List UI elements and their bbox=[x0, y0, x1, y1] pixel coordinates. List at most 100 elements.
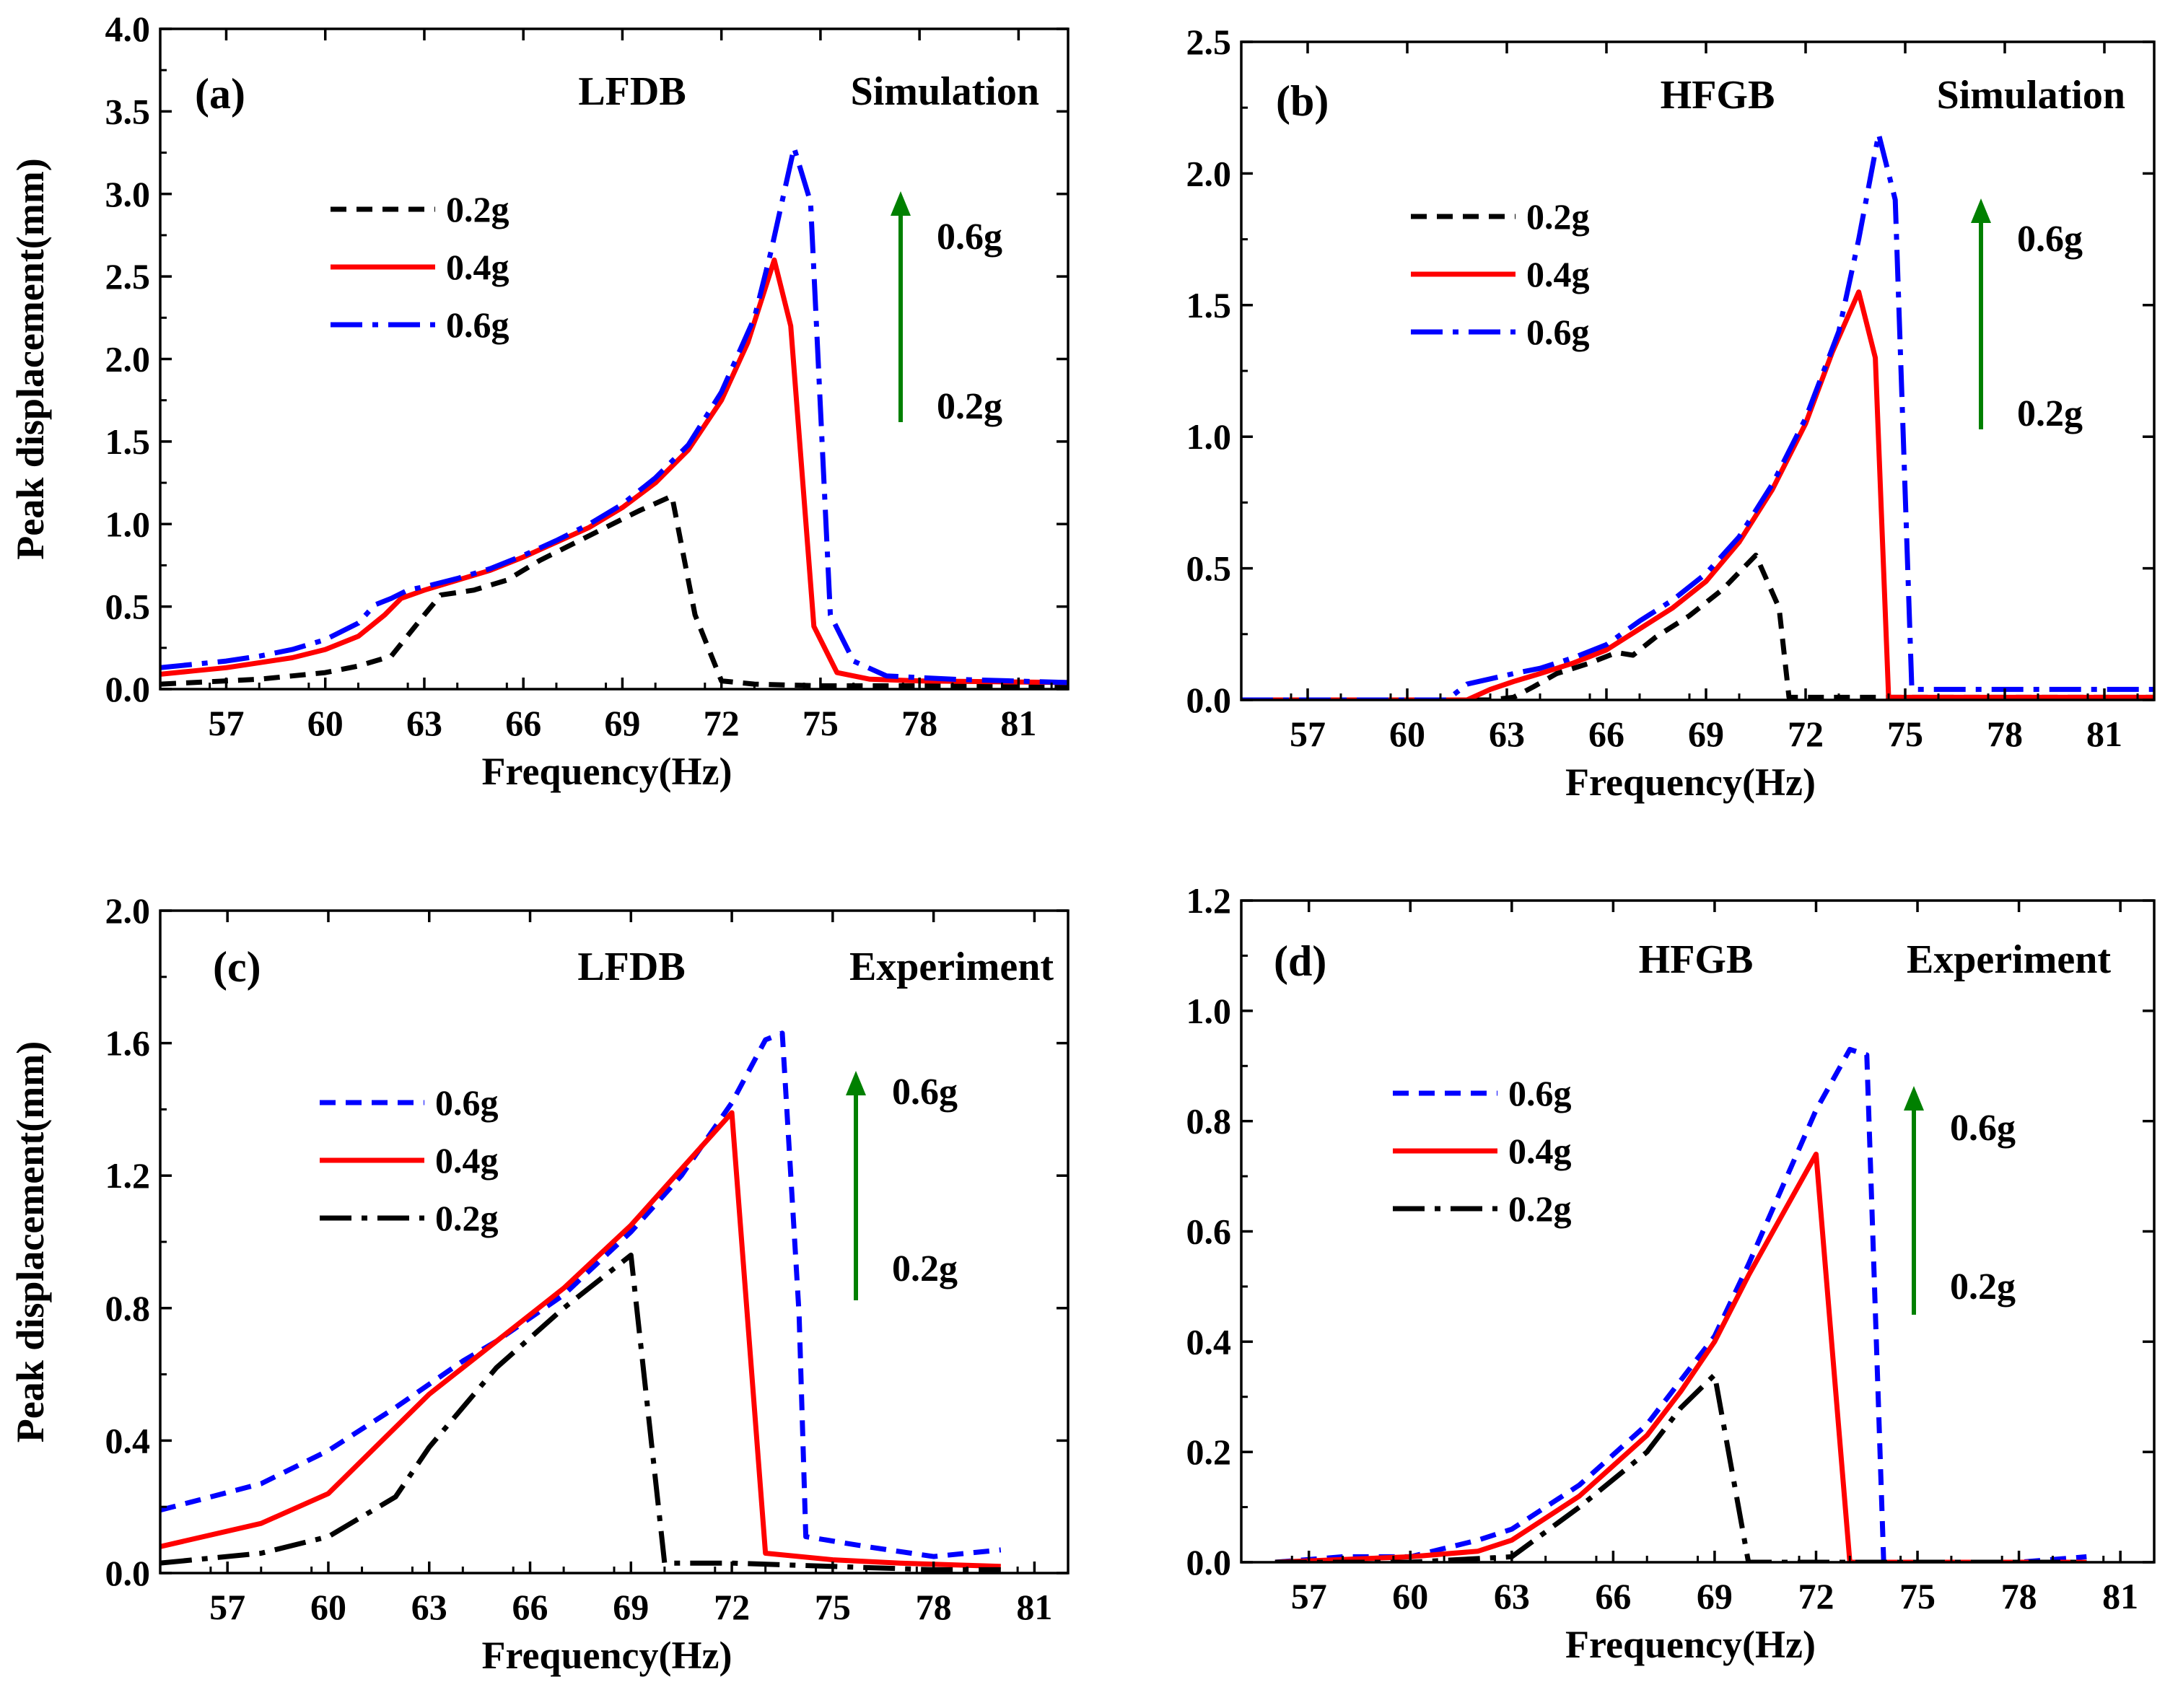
panel-tag: (b) bbox=[1276, 77, 1329, 125]
y-tick-label: 0.0 bbox=[1186, 680, 1232, 720]
y-tick-label: 2.5 bbox=[1186, 22, 1232, 62]
x-tick-label: 57 bbox=[209, 1587, 245, 1627]
y-axis-title: Peak displacement(mm) bbox=[9, 158, 52, 559]
legend-label-0.2g: 0.2g bbox=[1508, 1188, 1572, 1229]
specimen-label: HFGB bbox=[1639, 937, 1754, 982]
legend-label-0.2g: 0.2g bbox=[446, 189, 509, 229]
panel-b: 57 60 63 66 69 72 75 78 81 0.0 0.5 1.0 1.5 2.0 2.5 Freq… bbox=[1186, 22, 2156, 804]
x-tick-label: 63 bbox=[1494, 1576, 1530, 1616]
series-line-0.6g bbox=[1274, 1046, 2087, 1562]
panel-tag: (c) bbox=[213, 943, 261, 991]
legend-label-0.4g: 0.4g bbox=[435, 1140, 499, 1181]
y-tick-label: 0.5 bbox=[1186, 548, 1232, 589]
x-tick-label: 57 bbox=[208, 703, 244, 743]
plot-frame bbox=[159, 27, 1070, 691]
series-line-0.2g bbox=[1241, 552, 2154, 700]
x-tick-label: 78 bbox=[1987, 714, 2023, 754]
series-line-0.6g bbox=[160, 145, 1068, 686]
arrow-label-low: 0.2g bbox=[937, 386, 1002, 427]
x-axis-title: Frequency(Hz) bbox=[482, 750, 732, 793]
x-tick-label: 75 bbox=[1887, 714, 1923, 754]
y-tick-label: 1.0 bbox=[1186, 991, 1232, 1031]
y-tick-label: 0.8 bbox=[105, 1288, 151, 1328]
y-tick-label: 0.0 bbox=[105, 1553, 151, 1593]
legend-label-0.6g: 0.6g bbox=[446, 305, 509, 345]
x-tick-label: 57 bbox=[1290, 714, 1326, 754]
legend-label-0.6g: 0.6g bbox=[1508, 1073, 1572, 1113]
x-tick-label: 63 bbox=[406, 703, 442, 743]
y-tick-label: 0.4 bbox=[1186, 1321, 1232, 1362]
series-line-0.2g bbox=[1274, 1372, 2087, 1562]
series-line-0.6g bbox=[160, 1030, 1002, 1559]
x-tick-label: 72 bbox=[1798, 1576, 1834, 1616]
arrow-label-high: 0.6g bbox=[1950, 1108, 2016, 1149]
x-tick-label: 72 bbox=[704, 703, 740, 743]
arrow-label-high: 0.6g bbox=[937, 216, 1002, 258]
x-tick-label: 69 bbox=[1688, 714, 1724, 754]
panel-c: 57 60 63 66 69 72 75 78 81 0.0 0.4 0.8 1.2 1.6 2.0 Freq… bbox=[9, 890, 1070, 1677]
arrow-label-low: 0.2g bbox=[1950, 1266, 2016, 1308]
y-tick-label: 3.0 bbox=[105, 174, 151, 214]
x-tick-label: 81 bbox=[1016, 1587, 1052, 1627]
y-tick-label: 2.0 bbox=[105, 890, 151, 931]
panel-a: 57 60 63 66 69 72 75 78 81 0.0 0.5 1.0 1.5 2.0 2.5 3.0 3… bbox=[9, 9, 1070, 793]
legend-label-0.2g: 0.2g bbox=[435, 1198, 499, 1238]
x-tick-label: 69 bbox=[604, 703, 640, 743]
x-tick-label: 78 bbox=[916, 1587, 952, 1627]
y-tick-label: 0.4 bbox=[105, 1420, 151, 1460]
mode-label: Simulation bbox=[1937, 73, 2125, 118]
mode-label: Experiment bbox=[849, 945, 1054, 989]
x-tick-label: 57 bbox=[1291, 1576, 1327, 1616]
legend-label-0.6g: 0.6g bbox=[435, 1082, 499, 1123]
x-tick-label: 75 bbox=[1899, 1576, 1936, 1616]
arrow-label-low: 0.2g bbox=[2017, 393, 2083, 434]
y-tick-label: 1.5 bbox=[105, 421, 151, 462]
x-tick-label: 60 bbox=[307, 703, 344, 743]
x-tick-label: 66 bbox=[1595, 1576, 1631, 1616]
y-axis-title: Peak displacement(mm) bbox=[9, 1041, 52, 1442]
mode-label: Experiment bbox=[1907, 937, 2111, 982]
x-tick-label: 78 bbox=[901, 703, 937, 743]
x-tick-label: 63 bbox=[411, 1587, 447, 1627]
series-line-0.2g bbox=[160, 493, 1068, 688]
y-tick-label: 0.0 bbox=[105, 669, 151, 709]
panel-d: 57 60 63 66 69 72 75 78 81 0.0 0.2 0.4 0.6 0.8 1.0 1.2 F… bbox=[1186, 880, 2156, 1666]
series-line-0.4g bbox=[160, 257, 1068, 686]
x-axis-title: Frequency(Hz) bbox=[482, 1634, 732, 1677]
legend-label-0.4g: 0.4g bbox=[1526, 254, 1590, 294]
y-tick-label: 1.2 bbox=[1186, 880, 1232, 921]
y-tick-label: 0.8 bbox=[1186, 1101, 1232, 1142]
x-tick-label: 66 bbox=[505, 703, 541, 743]
y-tick-label: 1.2 bbox=[105, 1155, 151, 1196]
arrow-up-icon bbox=[1971, 198, 1991, 223]
series-line-0.4g bbox=[160, 1110, 1001, 1569]
y-tick-label: 0.2 bbox=[1186, 1432, 1232, 1472]
x-tick-label: 66 bbox=[1588, 714, 1624, 754]
x-tick-label: 60 bbox=[310, 1587, 346, 1627]
x-tick-label: 72 bbox=[714, 1587, 750, 1627]
x-tick-label: 66 bbox=[512, 1587, 548, 1627]
specimen-label: LFDB bbox=[577, 945, 685, 989]
y-tick-label: 0.6 bbox=[1186, 1212, 1232, 1252]
arrow-label-high: 0.6g bbox=[2017, 219, 2083, 260]
arrow-up-icon bbox=[891, 191, 911, 216]
y-tick-label: 3.5 bbox=[105, 91, 151, 131]
specimen-label: LFDB bbox=[578, 69, 686, 114]
arrow-label-high: 0.6g bbox=[892, 1072, 958, 1113]
x-tick-label: 60 bbox=[1389, 714, 1425, 754]
legend-label-0.4g: 0.4g bbox=[446, 247, 509, 287]
x-tick-label: 69 bbox=[613, 1587, 649, 1627]
x-tick-label: 81 bbox=[2086, 714, 2122, 754]
x-tick-label: 63 bbox=[1489, 714, 1525, 754]
y-tick-label: 1.0 bbox=[105, 504, 151, 544]
y-tick-label: 1.6 bbox=[105, 1023, 151, 1064]
x-axis-title: Frequency(Hz) bbox=[1565, 1623, 1816, 1666]
y-tick-label: 0.5 bbox=[105, 587, 151, 627]
arrow-up-icon bbox=[846, 1071, 866, 1095]
y-tick-label: 2.0 bbox=[1186, 153, 1232, 193]
legend-label-0.2g: 0.2g bbox=[1526, 196, 1590, 237]
x-axis-title: Frequency(Hz) bbox=[1565, 761, 1816, 804]
y-tick-label: 2.0 bbox=[105, 339, 151, 380]
y-tick-label: 2.5 bbox=[105, 256, 151, 297]
y-tick-label: 1.5 bbox=[1186, 285, 1232, 325]
